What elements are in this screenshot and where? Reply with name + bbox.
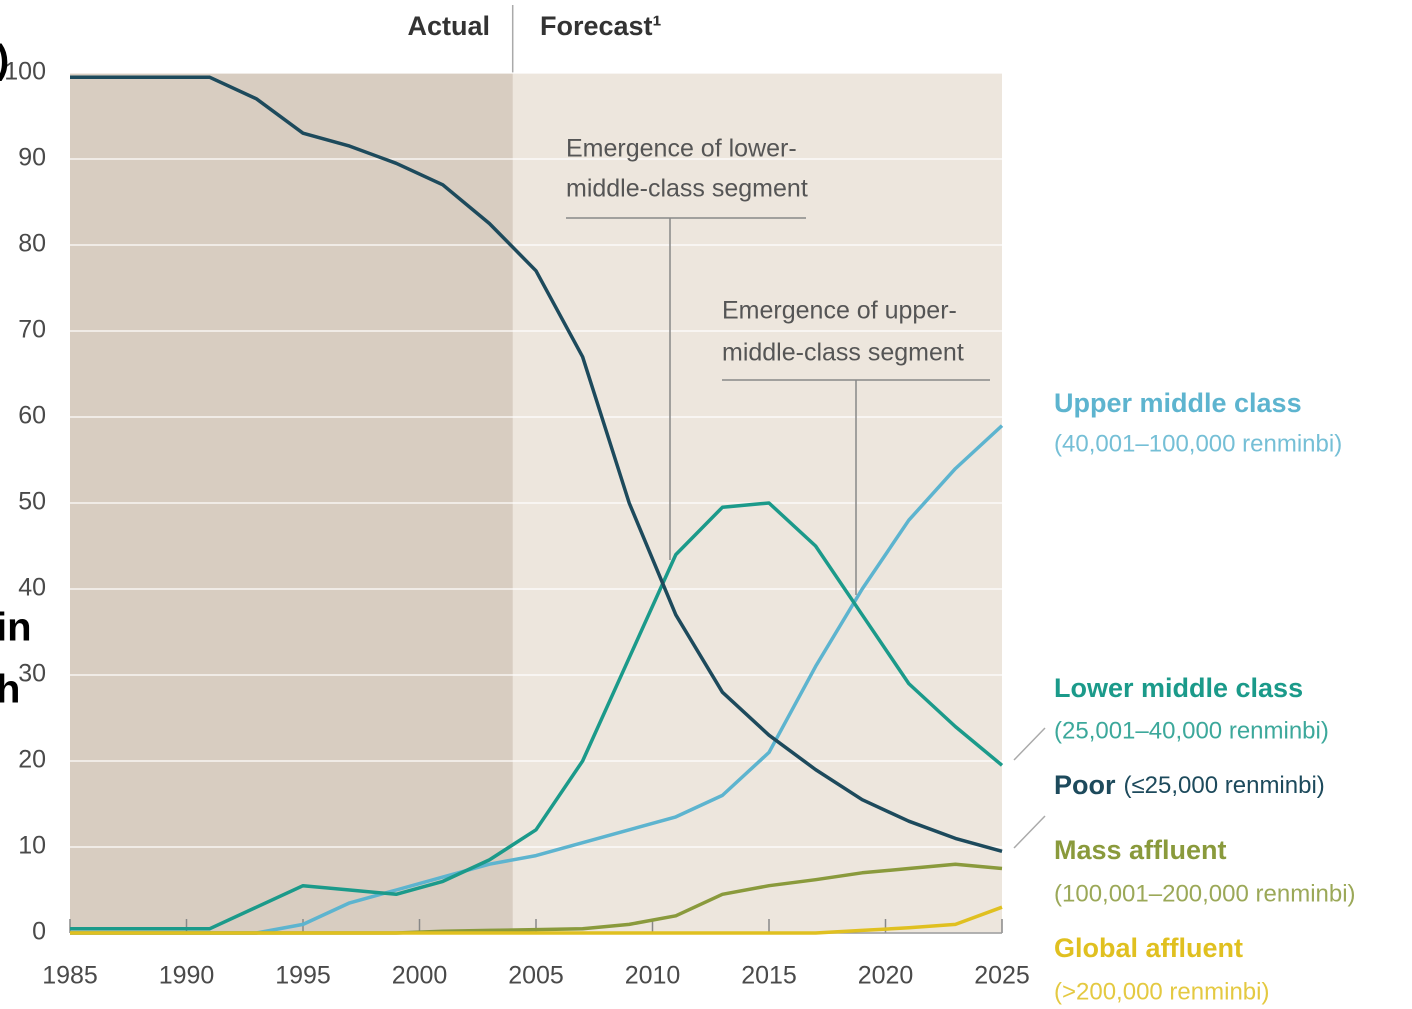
- cropped-text: ): [0, 38, 9, 82]
- legend-note: (25,001–40,000 renminbi): [1054, 717, 1329, 744]
- y-tick-label: 80: [18, 230, 46, 258]
- legend-note: (40,001–100,000 renminbi): [1054, 430, 1342, 457]
- y-tick-label: 20: [18, 746, 46, 774]
- series-line: [70, 75, 1003, 853]
- annotation: Emergence of lower-: [566, 135, 797, 163]
- y-tick-label: 10: [18, 832, 46, 860]
- x-tick-label: 1995: [275, 962, 331, 990]
- x-tick-label: 1985: [42, 962, 98, 990]
- cropped-text: in: [0, 606, 32, 650]
- y-tick-label: 60: [18, 402, 46, 430]
- y-tick-label: 100: [4, 58, 46, 86]
- y-tick-label: 40: [18, 574, 46, 602]
- series-line: [70, 501, 1004, 931]
- forecast-label: Forecast¹: [540, 11, 662, 41]
- y-tick-label: 70: [18, 316, 46, 344]
- y-tick-label: 50: [18, 488, 46, 516]
- x-tick-label: 2000: [392, 962, 448, 990]
- legend-note: (100,001–200,000 renminbi): [1054, 880, 1356, 907]
- legend-note: (≤25,000 renminbi): [1124, 772, 1325, 799]
- x-tick-label: 2025: [974, 962, 1030, 990]
- legend-name: Mass affluent: [1054, 835, 1227, 865]
- cropped-text: h: [0, 668, 20, 712]
- legend-entry: Poor (≤25,000 renminbi): [1054, 770, 1325, 800]
- legend-connector: [1013, 815, 1046, 849]
- y-tick-label: 30: [18, 660, 46, 688]
- legend-name: Upper middle class: [1054, 388, 1302, 418]
- annotation: middle-class segment: [566, 175, 808, 203]
- legend-name: Global affluent: [1054, 933, 1243, 963]
- legend-note: (>200,000 renminbi): [1054, 978, 1269, 1005]
- x-tick-label: 2020: [858, 962, 914, 990]
- x-tick-label: 2010: [625, 962, 681, 990]
- x-tick-label: 1990: [159, 962, 215, 990]
- x-tick-label: 2015: [741, 962, 797, 990]
- series-line: [70, 905, 1003, 935]
- y-tick-label: 90: [18, 144, 46, 172]
- legend-connector: [1013, 727, 1046, 761]
- x-tick-label: 2005: [508, 962, 564, 990]
- actual-label: Actual: [407, 11, 490, 41]
- annotation: Emergence of upper-: [722, 297, 957, 325]
- legend-name: Lower middle class: [1054, 673, 1303, 703]
- annotation: middle-class segment: [722, 339, 964, 367]
- y-tick-label: 0: [32, 918, 46, 946]
- legend-name: Poor: [1054, 770, 1116, 800]
